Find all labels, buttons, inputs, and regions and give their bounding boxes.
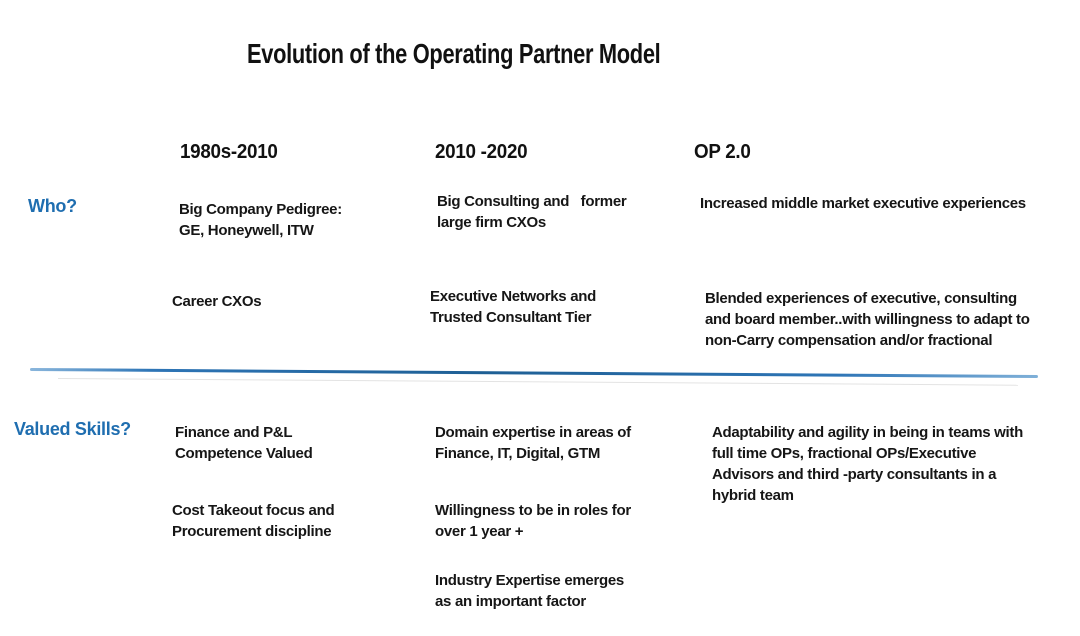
section-divider-shadow	[57, 378, 1018, 386]
cell-who-col2-item2: Executive Networks and Trusted Consultan…	[430, 288, 596, 326]
cell-skills-col2-item2: Willingness to be in roles for over 1 ye…	[435, 502, 631, 540]
cell-who-col2-item1: Big Consulting and former large firm CXO…	[437, 193, 627, 231]
cell-who-col3-item1: Increased middle market executive experi…	[700, 195, 1026, 212]
cell-who-col1-item2: Career CXOs	[172, 293, 262, 310]
cell-skills-col1-item2: Cost Takeout focus and Procurement disci…	[172, 502, 335, 540]
cell-skills-col1-item1: Finance and P&L Competence Valued	[175, 424, 313, 462]
page-title: Evolution of the Operating Partner Model	[247, 38, 661, 69]
section-divider-line	[29, 368, 1038, 379]
column-header-2010-2020: 2010 -2020	[435, 141, 528, 163]
cell-skills-col3-item1: Adaptability and agility in being in tea…	[712, 424, 1023, 504]
row-label-who: Who?	[28, 196, 77, 216]
cell-who-col1-item1: Big Company Pedigree: GE, Honeywell, ITW	[179, 201, 342, 239]
cell-skills-col2-item1: Domain expertise in areas of Finance, IT…	[435, 424, 631, 462]
cell-who-col3-item2: Blended experiences of executive, consul…	[705, 290, 1030, 349]
column-header-op-2-0: OP 2.0	[694, 141, 751, 163]
row-label-valued-skills: Valued Skills?	[14, 419, 131, 439]
cell-skills-col2-item3: Industry Expertise emerges as an importa…	[435, 572, 624, 610]
column-header-1980s-2010: 1980s-2010	[180, 141, 278, 163]
